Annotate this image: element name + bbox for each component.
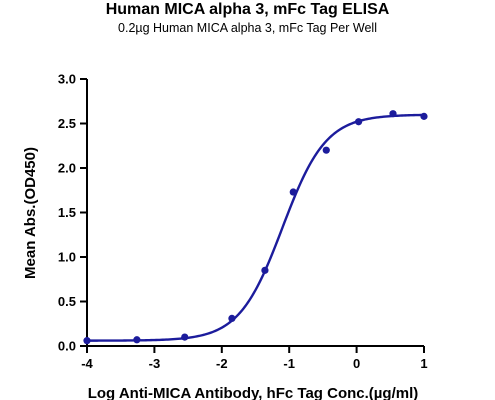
data-point: [355, 118, 363, 126]
x-axis-title: Log Anti-MICA Antibody, hFc Tag Conc.(µg…: [88, 385, 419, 400]
x-tick-label: -4: [81, 356, 93, 371]
fit-curve: [87, 113, 425, 342]
y-tick-label: 2.0: [58, 161, 76, 176]
y-axis-title: Mean Abs.(OD450): [22, 147, 39, 279]
data-point: [261, 266, 269, 274]
data-point: [420, 112, 428, 120]
data-point: [181, 333, 189, 341]
x-tick-label: -1: [283, 356, 295, 371]
data-point: [83, 337, 91, 345]
y-tick-label: 1.0: [58, 250, 76, 265]
data-point: [389, 110, 397, 118]
fit-curve-group: [87, 113, 425, 342]
chart-subtitle: 0.2µg Human MICA alpha 3, mFc Tag Per We…: [118, 21, 377, 35]
x-tick-label: 0: [353, 356, 360, 371]
y-tick-label: 1.5: [58, 205, 76, 220]
data-point: [289, 188, 297, 196]
x-tick-label: -2: [216, 356, 228, 371]
chart-title: Human MICA alpha 3, mFc Tag ELISA: [105, 1, 390, 18]
data-point: [133, 336, 141, 344]
x-tick-label: 1: [420, 356, 427, 371]
y-tick-label: 2.5: [58, 116, 76, 131]
data-points-group: [83, 110, 428, 345]
x-tick-label: -3: [149, 356, 161, 371]
y-tick-label: 0.5: [58, 294, 76, 309]
y-tick-label: 0.0: [58, 339, 76, 354]
y-tick-label: 3.0: [58, 72, 76, 87]
data-point: [322, 146, 330, 154]
data-point: [228, 314, 236, 323]
axes-group: 0.0 0.5 1.0 1.5 2.0 2.5 3.0 -4 -3 -2 -1 0 1: [58, 72, 428, 372]
